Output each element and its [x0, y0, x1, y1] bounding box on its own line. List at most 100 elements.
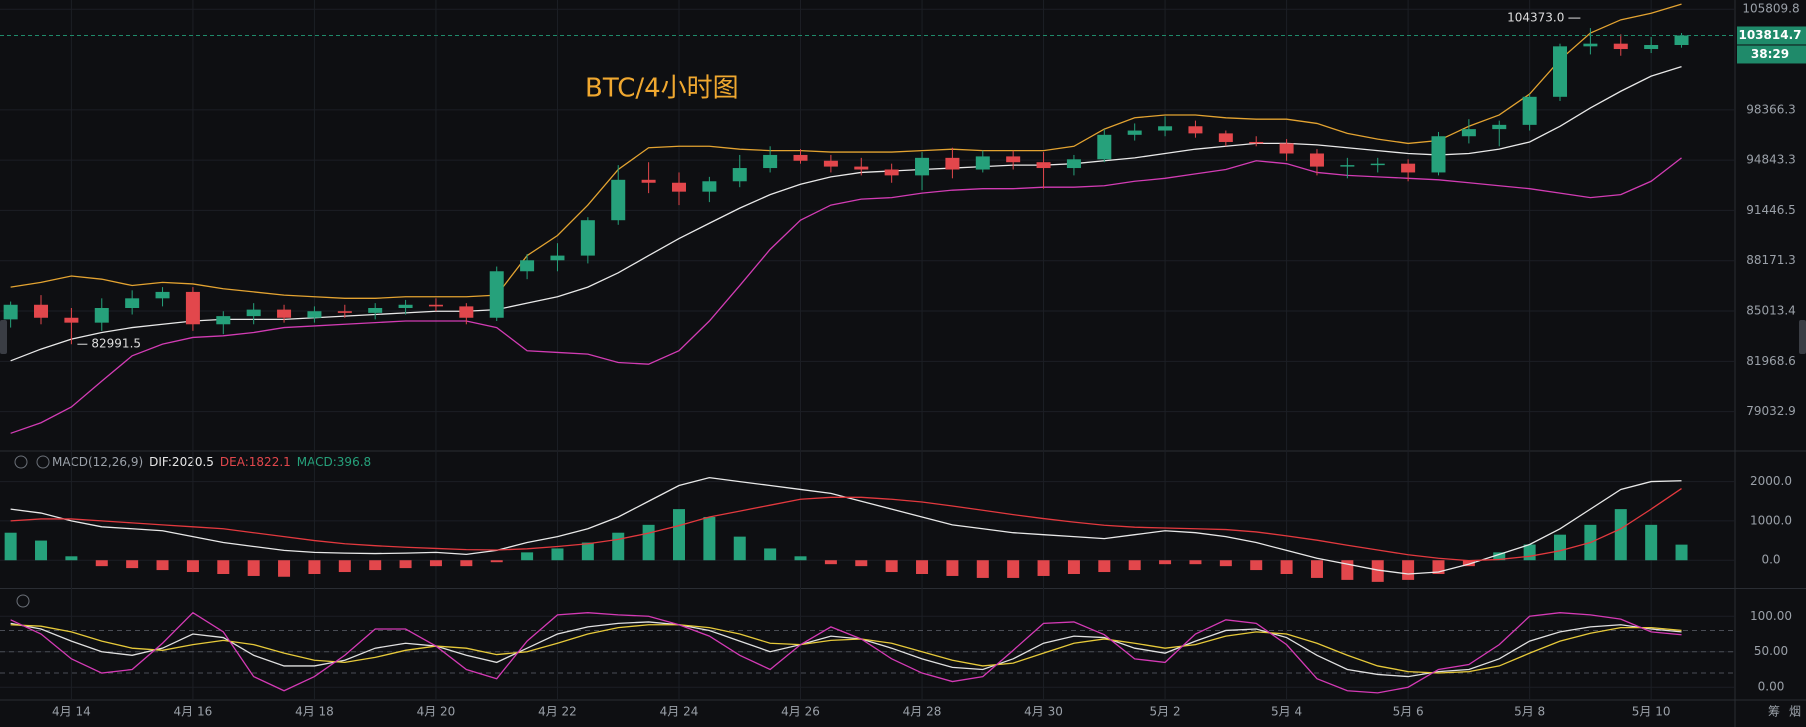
legend-item: DIF:2020.5 [149, 455, 214, 469]
macd-bar [794, 556, 807, 561]
y-tick-label: 105809.8 [1742, 2, 1799, 16]
macd-bar [247, 560, 260, 576]
alert-icon[interactable] [36, 455, 50, 469]
legend-item: MACD:396.8 [297, 455, 371, 469]
candle-body [1218, 133, 1233, 142]
macd-bar [399, 560, 412, 569]
macd-bar [460, 560, 473, 567]
candle-body [1583, 43, 1598, 47]
candle-body [1401, 163, 1416, 173]
candle-body [793, 154, 808, 161]
macd-bar [1371, 560, 1384, 582]
series-line [10, 488, 1682, 562]
y-tick-label: 0.00 [1758, 680, 1785, 694]
macd-bar [1614, 509, 1627, 561]
macd-bar [1645, 524, 1658, 561]
x-tick-label: 4月 24 [660, 705, 699, 719]
candle-body [1340, 165, 1355, 167]
macd-label: MACD(12,26,9) [52, 455, 143, 469]
series-line [10, 65, 1682, 362]
candle-body [520, 260, 535, 272]
left-tab[interactable] [0, 320, 7, 354]
macd-bar [1250, 560, 1263, 571]
candle-body [1249, 141, 1264, 144]
macd-bar [551, 548, 564, 561]
candle-body [1036, 162, 1051, 169]
macd-bar [764, 548, 777, 561]
chart-title: BTC/4小时图 [585, 74, 739, 104]
candle-body [216, 316, 231, 325]
y-tick-label: 91446.5 [1746, 203, 1796, 217]
candle-body [1279, 143, 1294, 154]
macd-bar [1007, 560, 1020, 578]
y-tick-label: 1000.0 [1750, 513, 1792, 527]
macd-bar [1523, 544, 1536, 561]
macd-bar [1098, 560, 1111, 573]
macd-bar [4, 532, 17, 561]
macd-bar [156, 560, 169, 571]
candle-body [915, 157, 930, 176]
candle-body [3, 304, 18, 320]
candle-body [1158, 126, 1173, 131]
toolbar-item[interactable]: 烟 [1789, 705, 1801, 719]
candle-body [702, 181, 717, 192]
candle-body [1674, 35, 1689, 46]
candle-body [945, 157, 960, 170]
candle-body [641, 179, 656, 183]
candle-body [307, 311, 322, 318]
y-tick-label: 81968.6 [1746, 354, 1796, 368]
toolbar-item[interactable]: 筹 [1768, 705, 1780, 719]
candle-body [185, 291, 200, 325]
countdown-label: 38:29 [1751, 47, 1789, 61]
candle-body [489, 271, 504, 318]
macd-bar [976, 560, 989, 578]
macd-bar [672, 509, 685, 561]
macd-bar [703, 516, 716, 561]
collapse-icon[interactable] [14, 455, 28, 469]
macd-bar [1037, 560, 1050, 576]
candle-body [337, 311, 352, 313]
candle-body [1644, 45, 1659, 50]
series-line [10, 624, 1682, 674]
right-tab[interactable] [1799, 320, 1806, 354]
candle-body [428, 304, 443, 307]
y-tick-label: 98366.3 [1746, 102, 1796, 116]
x-tick-label: 5月 10 [1632, 705, 1671, 719]
x-tick-label: 5月 8 [1514, 705, 1545, 719]
macd-bar [95, 560, 108, 567]
candle-body [1522, 96, 1537, 125]
y-tick-label: 2000.0 [1750, 474, 1792, 488]
candle-body [155, 291, 170, 299]
macd-bar [916, 560, 929, 574]
candle-body [1431, 136, 1446, 173]
candle-body [580, 220, 595, 256]
y-tick-label: 0.0 [1761, 553, 1780, 567]
candle-body [459, 306, 474, 318]
x-tick-label: 4月 20 [417, 705, 456, 719]
candle-body [1370, 163, 1385, 166]
candle-body [1188, 126, 1203, 134]
candle-body [1613, 43, 1628, 50]
macd-bar [1432, 560, 1445, 574]
macd-bar [1493, 552, 1506, 561]
macd-bar [1310, 560, 1323, 578]
macd-bar [855, 560, 868, 567]
macd-bar [1280, 560, 1293, 574]
macd-bar [642, 524, 655, 561]
x-tick-label: 4月 18 [295, 705, 334, 719]
macd-bar [1554, 534, 1567, 561]
x-tick-label: 5月 4 [1271, 705, 1302, 719]
macd-bar [35, 540, 48, 561]
candle-body [94, 308, 109, 323]
y-tick-label: 85013.4 [1746, 304, 1796, 318]
macd-bar [1067, 560, 1080, 574]
countdown-box [1737, 45, 1806, 64]
candle-body [823, 160, 838, 167]
candle-body [1553, 46, 1568, 97]
macd-bar [733, 536, 746, 561]
macd-bar [126, 560, 139, 569]
x-tick-label: 4月 22 [538, 705, 577, 719]
collapse-icon[interactable] [16, 594, 30, 608]
